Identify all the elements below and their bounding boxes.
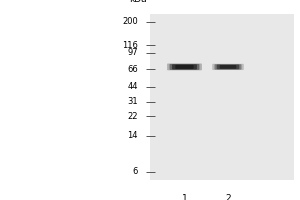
- FancyBboxPatch shape: [175, 65, 194, 69]
- FancyBboxPatch shape: [220, 65, 236, 69]
- Text: 14: 14: [128, 131, 138, 140]
- FancyBboxPatch shape: [217, 65, 239, 69]
- Text: 22: 22: [128, 112, 138, 121]
- FancyBboxPatch shape: [169, 64, 200, 70]
- Text: 1: 1: [182, 194, 188, 200]
- Text: 116: 116: [122, 41, 138, 50]
- Text: 97: 97: [128, 48, 138, 57]
- Text: 2: 2: [225, 194, 231, 200]
- FancyBboxPatch shape: [172, 64, 197, 69]
- FancyBboxPatch shape: [214, 64, 242, 70]
- Text: 66: 66: [127, 65, 138, 74]
- Text: 6: 6: [133, 168, 138, 176]
- FancyBboxPatch shape: [212, 64, 244, 70]
- Text: kDa: kDa: [129, 0, 147, 4]
- Text: 31: 31: [128, 97, 138, 106]
- Text: 44: 44: [128, 82, 138, 91]
- FancyBboxPatch shape: [167, 64, 202, 70]
- Text: 200: 200: [122, 18, 138, 26]
- Bar: [150, 14, 294, 180]
